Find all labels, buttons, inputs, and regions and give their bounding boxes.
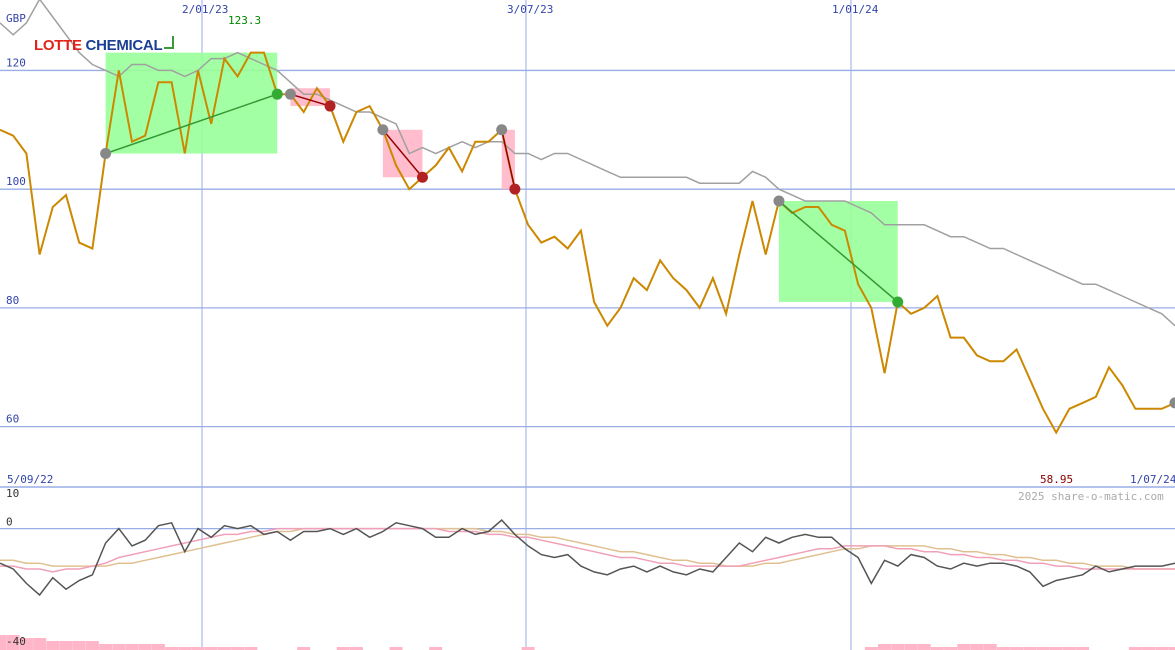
trade-entry-point [284, 88, 296, 100]
volume-bar [389, 647, 403, 650]
volume-bar [944, 647, 958, 650]
trade-exit-point [324, 100, 336, 112]
volume-bar [297, 647, 311, 650]
volume-bar [336, 647, 350, 650]
y-tick-label: 80 [6, 294, 19, 307]
volume-bar [231, 647, 245, 650]
indicator-signal-fast [0, 527, 1175, 573]
date-tick-2: 3/07/23 [507, 3, 553, 16]
indicator-tick-label: 0 [6, 516, 13, 529]
volume-bar [996, 647, 1010, 650]
trade-entry-point [377, 124, 389, 136]
trade-fills [105, 52, 898, 302]
trade-line [500, 129, 516, 190]
volume-bar [983, 644, 997, 650]
volume-bar [1076, 647, 1090, 650]
volume-bar [0, 635, 7, 650]
volume-bar [125, 644, 139, 650]
volume-bar [19, 638, 33, 650]
volume-bar [1155, 647, 1169, 650]
price-series [0, 51, 1175, 435]
indicator-panel: 10 0 -40 [0, 487, 1175, 650]
low-label: 58.95 [1040, 473, 1073, 486]
volume-bar [1010, 647, 1024, 650]
volume-bar [165, 647, 179, 650]
indicator-oscillator [0, 518, 1175, 597]
volume-bar [244, 647, 258, 650]
volume-bar [930, 647, 944, 650]
volume-bar [957, 644, 971, 650]
volume-bar [72, 641, 86, 650]
indicator-tick-label: 10 [6, 487, 19, 500]
logo-text-lotte: LOTTE [34, 37, 82, 54]
volume-bar [878, 644, 892, 650]
y-tick-label: 120 [6, 56, 26, 69]
volume-bar [217, 647, 231, 650]
price-line [0, 51, 1175, 435]
volume-bar [1023, 647, 1037, 650]
trade-exit-point [416, 171, 428, 183]
date-range-start: 5/09/22 [7, 473, 53, 486]
volume-bar [85, 641, 99, 650]
volume-bar [46, 641, 60, 650]
trade-entry-point [496, 124, 508, 136]
volume-bar [1142, 647, 1156, 650]
trade-line [290, 93, 331, 107]
volume-bar [1128, 647, 1142, 650]
high-label: 123.3 [228, 14, 261, 27]
trade-entry-point [100, 148, 112, 160]
date-tick-1: 2/01/23 [182, 3, 228, 16]
last-price-point [1169, 397, 1175, 409]
volume-bar [970, 644, 984, 650]
volume-bar [917, 644, 931, 650]
trade-exit-point [271, 88, 283, 100]
trade-exit-point [509, 183, 521, 195]
moving-average-line [0, 0, 1175, 327]
volume-bar [99, 644, 113, 650]
volume-bar [349, 647, 363, 650]
trade-line [105, 93, 278, 155]
date-range-end: 1/07/24 [1130, 473, 1175, 486]
volume-bar [191, 647, 205, 650]
volume-bar [1168, 647, 1175, 650]
logo-mark-icon [164, 36, 175, 49]
volume-bar [1062, 647, 1076, 650]
volume-bar [6, 635, 20, 650]
volume-bar [429, 647, 443, 650]
trade-line [382, 129, 424, 178]
y-tick-label: 60 [6, 413, 19, 426]
volume-bar [138, 644, 152, 650]
watermark: 2025 share-o-matic.com [1018, 490, 1164, 503]
indicator-tick-label: -40 [6, 635, 26, 648]
volume-bar [1036, 647, 1050, 650]
moving-average-series [0, 0, 1175, 327]
logo-text-chemical: CHEMICAL [85, 37, 163, 54]
volume-bar [521, 647, 535, 650]
volume-bar [891, 644, 905, 650]
volume-bar [112, 644, 126, 650]
company-logo: LOTTE CHEMICAL [34, 36, 175, 56]
volume-bar [1049, 647, 1063, 650]
volume-bar [904, 644, 918, 650]
date-tick-3: 1/01/24 [832, 3, 879, 16]
trade-exit-point [892, 296, 904, 308]
y-tick-label: 100 [6, 175, 26, 188]
volume-bar [178, 647, 192, 650]
trade-entry-point [773, 195, 785, 207]
volume-bar [204, 647, 218, 650]
volume-bar [59, 641, 73, 650]
volume-bar [151, 644, 165, 650]
volume-bar [33, 638, 47, 650]
volume-bar [864, 647, 878, 650]
trade-markers [100, 88, 1175, 409]
currency-label: GBP [6, 12, 26, 25]
trade-line [778, 200, 899, 303]
trade-zone [105, 52, 278, 154]
indicator-signal-slow [0, 527, 1175, 570]
